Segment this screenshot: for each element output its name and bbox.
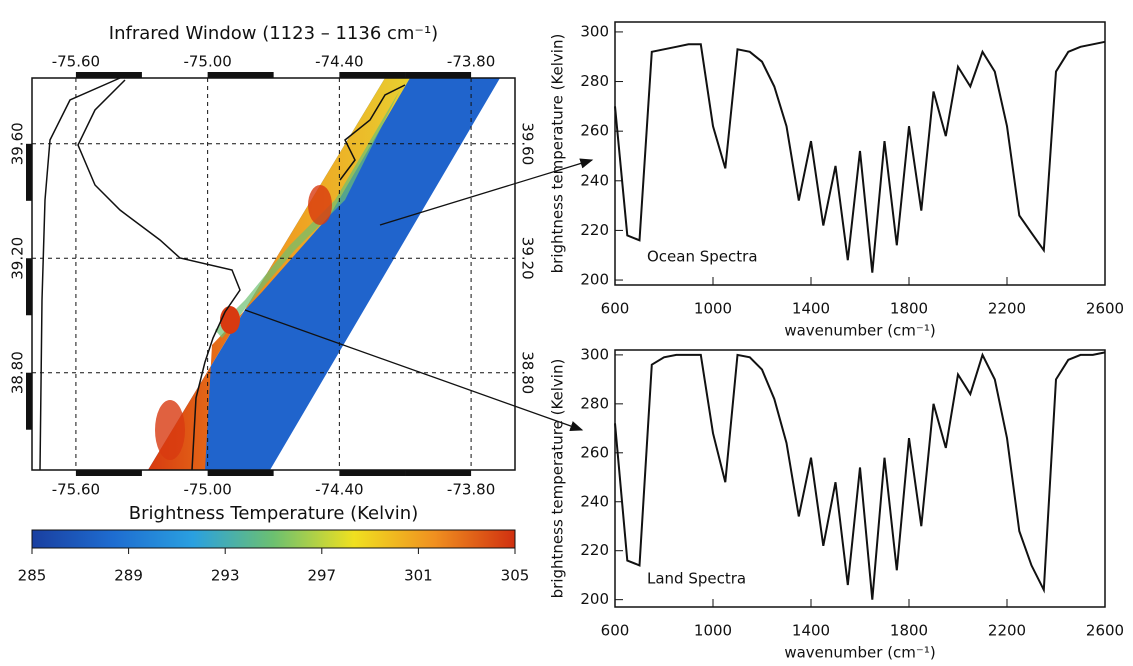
tick-bar (207, 72, 274, 78)
annotation: Ocean Spectra (647, 248, 758, 266)
colorbar-tick-label: 293 (211, 567, 240, 585)
x-tick-label: 1400 (792, 300, 830, 318)
colorbar-label: Brightness Temperature (Kelvin) (129, 503, 418, 524)
x-tick-label: 600 (601, 622, 630, 640)
arrow (244, 309, 584, 431)
y-tick-label: 39.20 (519, 237, 537, 280)
colorbar-tick-label: 289 (114, 567, 143, 585)
x-tick-label: 600 (601, 300, 630, 318)
y-tick-label: 220 (580, 541, 609, 559)
y-axis-label: brightness temperature (Kelvin) (549, 34, 567, 274)
x-tick-label: -75.60 (52, 481, 100, 499)
x-tick-label: 2200 (988, 622, 1026, 640)
annotation: Land Spectra (647, 570, 746, 588)
x-tick-label: 1000 (694, 622, 732, 640)
y-tick-label: 39.60 (519, 122, 537, 165)
tick-bar (26, 143, 32, 201)
colorbar-tick-label: 285 (18, 567, 47, 585)
x-tick-label: 2200 (988, 300, 1026, 318)
x-tick-label: -75.00 (183, 481, 231, 499)
y-tick-label: 300 (580, 22, 609, 40)
y-tick-label: 300 (580, 345, 609, 363)
spectrum-line (614, 351, 1106, 600)
x-axis-label: wavenumber (cm⁻¹) (784, 322, 935, 340)
tick-bar (339, 72, 406, 78)
map-title: Infrared Window (1123 – 1136 cm⁻¹) (109, 23, 438, 44)
x-tick-label: -74.40 (315, 481, 363, 499)
colorbar-tick-label: 297 (307, 567, 336, 585)
coastline (339, 84, 406, 181)
x-tick-label: 1000 (694, 300, 732, 318)
x-tick-label: -73.80 (447, 53, 495, 71)
y-tick-label: 38.80 (9, 351, 27, 394)
y-tick-label: 39.60 (9, 122, 27, 165)
tick-bar (75, 72, 142, 78)
spectrum-line (614, 40, 1106, 273)
x-tick-label: 1800 (890, 300, 928, 318)
tick-bar (405, 72, 472, 78)
arrow (379, 158, 594, 226)
x-tick-label: 2600 (1086, 300, 1124, 318)
tick-bar (75, 470, 142, 476)
y-tick-label: 200 (580, 271, 609, 289)
y-tick-label: 240 (580, 171, 609, 189)
y-tick-label: 39.20 (9, 237, 27, 280)
x-tick-label: -75.60 (52, 53, 100, 71)
y-tick-label: 240 (580, 492, 609, 510)
tick-bar (26, 258, 32, 316)
y-tick-label: 260 (580, 122, 609, 140)
map-swath (148, 78, 500, 470)
y-tick-label: 260 (580, 443, 609, 461)
x-tick-label: 2600 (1086, 622, 1124, 640)
tick-bar (339, 470, 406, 476)
y-tick-label: 280 (580, 72, 609, 90)
tick-bar (405, 470, 472, 476)
plot-frame (614, 21, 1106, 286)
y-tick-label: 280 (580, 394, 609, 412)
tick-bar (207, 470, 274, 476)
colorbar-tick-label: 305 (501, 567, 530, 585)
plot-frame (614, 349, 1106, 608)
y-axis-label: brightness temperature (Kelvin) (549, 359, 567, 599)
tick-bar (26, 372, 32, 430)
y-tick-label: 220 (580, 221, 609, 239)
x-tick-label: 1800 (890, 622, 928, 640)
colorbar (31, 529, 516, 549)
y-tick-label: 200 (580, 590, 609, 608)
x-tick-label: -73.80 (447, 481, 495, 499)
colorbar-tick-label: 301 (404, 567, 433, 585)
coastline (39, 77, 121, 471)
x-tick-label: -75.00 (183, 53, 231, 71)
y-tick-label: 38.80 (519, 351, 537, 394)
x-tick-label: 1400 (792, 622, 830, 640)
x-tick-label: -74.40 (315, 53, 363, 71)
x-axis-label: wavenumber (cm⁻¹) (784, 644, 935, 662)
coastline (77, 79, 241, 471)
